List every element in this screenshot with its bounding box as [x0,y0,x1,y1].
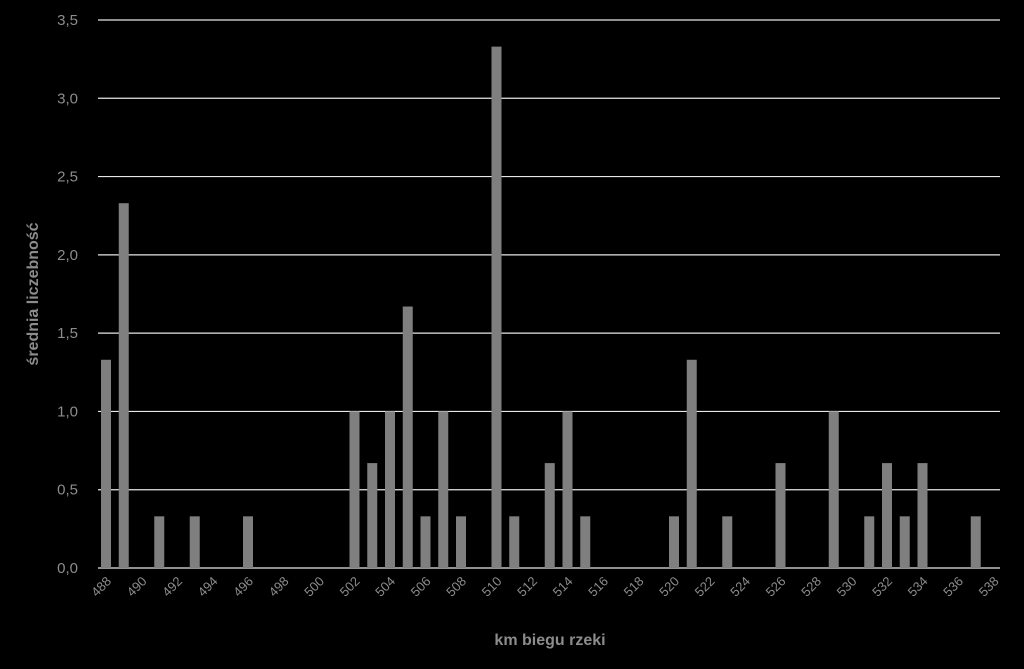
x-tick-label: 530 [834,574,860,600]
x-tick-label: 534 [905,574,931,600]
gridlines [98,19,1000,569]
x-tick-label: 492 [159,574,185,600]
x-axis-ticks: 488 490 492 494 496 498 500 502 504 506 508 510 512 5… [88,574,1001,600]
bar-488 [101,359,111,568]
bar-515 [580,516,591,568]
x-tick-label: 506 [408,574,434,600]
x-tick-label: 498 [266,574,292,600]
bar-531 [864,516,875,568]
bar-513 [544,463,555,568]
x-tick-label: 516 [585,574,611,600]
bar-534 [917,463,928,568]
bar-503 [367,463,378,568]
bars [101,46,981,569]
bar-521 [686,359,697,568]
bar-506 [420,516,431,568]
x-tick-label: 502 [337,574,363,600]
bar-489 [118,203,129,568]
x-tick-label: 488 [88,574,114,600]
x-tick-label: 522 [692,574,718,600]
bar-496 [243,516,253,568]
bar-510 [491,46,502,569]
bar-504 [385,411,395,568]
bar-523 [722,516,733,568]
x-tick-label: 508 [443,574,469,600]
bar-508 [456,516,466,568]
y-tick-label: 3,0 [57,90,78,107]
y-tick-label: 0,0 [57,560,78,577]
y-axis-ticks: 0,0 0,5 1,0 1,5 2,0 2,5 3,0 3,5 [57,12,78,577]
y-tick-label: 3,5 [57,12,78,29]
y-tick-label: 0,5 [57,482,78,499]
x-tick-label: 494 [195,574,221,600]
bar-502 [349,411,360,568]
x-tick-label: 514 [550,574,576,600]
x-tick-label: 496 [230,574,256,600]
bar-507 [438,411,449,568]
bar-511 [509,516,520,568]
bar-529 [828,411,839,568]
y-tick-label: 1,5 [57,325,78,342]
bar-532 [882,463,892,568]
x-tick-label: 518 [621,574,647,600]
bar-493 [189,516,200,568]
x-tick-label: 504 [372,574,398,600]
x-tick-label: 528 [798,574,824,600]
x-tick-label: 536 [940,574,966,600]
x-tick-label: 512 [514,574,540,600]
x-tick-label: 520 [656,574,682,600]
y-tick-label: 1,0 [57,403,78,420]
x-tick-label: 524 [727,574,753,600]
x-tick-label: 510 [479,574,505,600]
bar-520 [669,516,679,568]
x-tick-label: 490 [124,574,150,600]
bar-533 [899,516,910,568]
x-tick-label: 538 [976,574,1002,600]
y-tick-label: 2,5 [57,169,78,186]
bar-526 [775,463,786,568]
x-tick-label: 526 [763,574,789,600]
y-tick-label: 2,0 [57,247,78,264]
x-tick-label: 500 [301,574,327,600]
bar-505 [402,306,413,568]
y-axis-title: średnia liczebność [25,222,42,365]
x-tick-label: 532 [869,574,895,600]
bar-537 [970,516,981,568]
bar-491 [154,516,165,568]
bar-514 [562,411,573,568]
x-axis-title: km biegu rzeki [494,632,605,649]
